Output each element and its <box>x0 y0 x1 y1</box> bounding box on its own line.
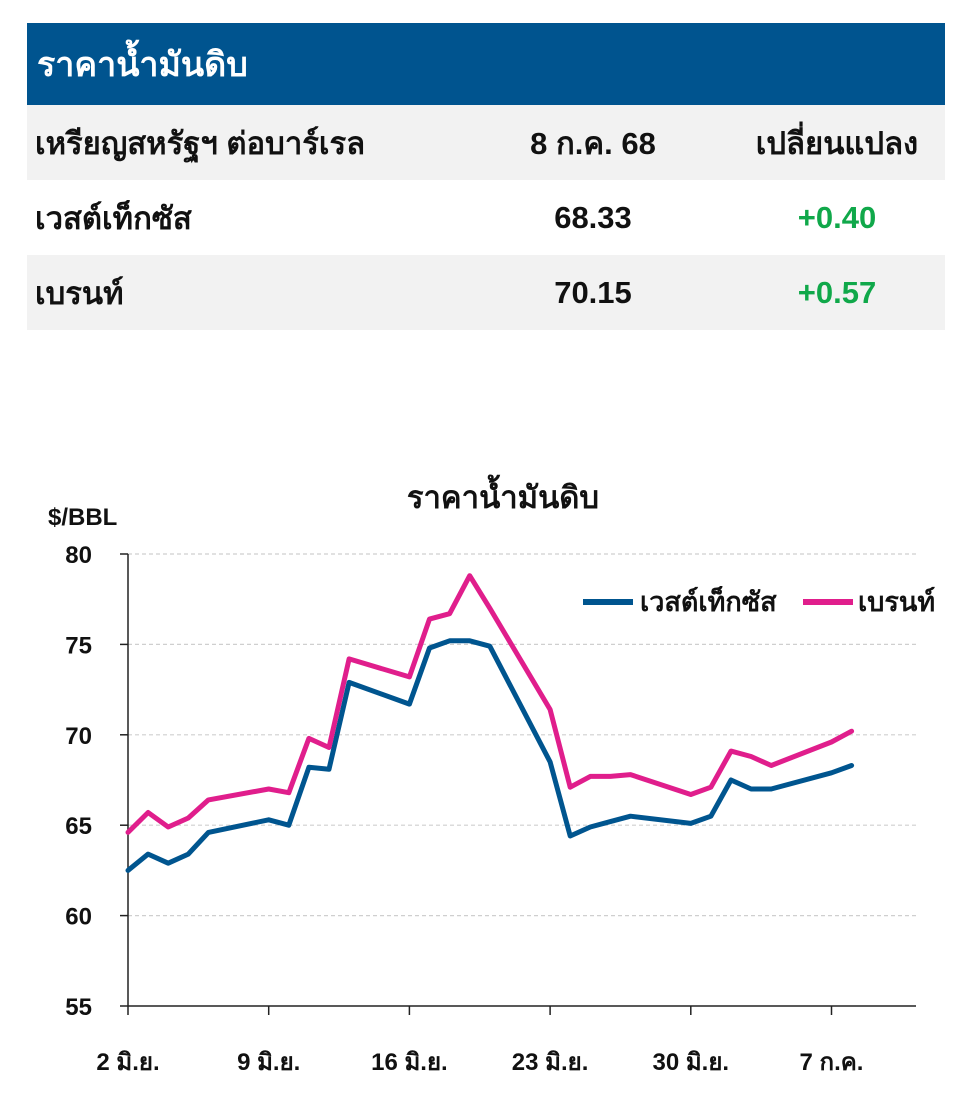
y-tick-label: 80 <box>65 542 92 569</box>
row-price: 68.33 <box>554 199 632 235</box>
x-tick-label: 9 มิ.ย. <box>237 1049 300 1076</box>
row-name: เบรนท์ <box>35 275 124 311</box>
x-tick-label: 16 มิ.ย. <box>371 1049 448 1076</box>
header-unit-label: เหรียญสหรัฐฯ ต่อบาร์เรล <box>35 125 366 161</box>
oil-price-chart: ราคาน้ำมันดิบ $/BBL 55 60 65 70 75 80 2 มิ.ย. 9… <box>0 470 978 1115</box>
x-tick-label: 23 มิ.ย. <box>512 1049 589 1076</box>
row-change: +0.57 <box>797 274 877 310</box>
x-tick-label: 2 มิ.ย. <box>96 1049 159 1076</box>
x-tick-label: 30 มิ.ย. <box>653 1049 730 1076</box>
series-line-brent <box>125 573 855 835</box>
header-date: 8 ก.ค. 68 <box>530 125 656 161</box>
y-tick-label: 65 <box>65 813 92 840</box>
y-axis-label: $/BBL <box>48 504 117 531</box>
row-name: เวสต์เท็กซัส <box>35 200 192 236</box>
table-row-brent: เบรนท์ 70.15 +0.57 <box>27 255 945 330</box>
chart-title: ราคาน้ำมันดิบ <box>407 474 599 515</box>
header-change: เปลี่ยนแปลง <box>755 125 919 161</box>
oil-price-table: ราคาน้ำมันดิบ เหรียญสหรัฐฯ ต่อบาร์เรล 8 … <box>27 23 945 330</box>
y-tick-label: 60 <box>65 904 92 931</box>
series-line-wti <box>125 638 855 873</box>
legend-label-wti: เวสต์เท็กซัส <box>640 584 777 617</box>
axis-layer: 55 60 65 70 75 80 2 มิ.ย. 9 มิ.ย. 16 มิ.ย. 23 มิ.… <box>65 542 916 1076</box>
legend: เวสต์เท็กซัส เบรนท์ <box>583 584 935 617</box>
grid-layer <box>128 553 916 917</box>
x-tick-label: 7 ก.ค. <box>800 1049 864 1076</box>
table-row-wti: เวสต์เท็กซัส 68.33 +0.40 <box>27 180 945 255</box>
series-layer <box>125 573 855 873</box>
row-change: +0.40 <box>797 199 877 235</box>
y-tick-label: 70 <box>65 723 92 750</box>
chart-svg: ราคาน้ำมันดิบ $/BBL 55 60 65 70 75 80 2 มิ.ย. 9… <box>48 474 935 1076</box>
y-tick-label: 55 <box>65 994 92 1021</box>
table-title: ราคาน้ำมันดิบ <box>27 23 945 105</box>
row-price: 70.15 <box>554 274 632 310</box>
y-tick-label: 75 <box>65 632 92 659</box>
table-header-row: เหรียญสหรัฐฯ ต่อบาร์เรล 8 ก.ค. 68 เปลี่ย… <box>27 105 945 180</box>
legend-label-brent: เบรนท์ <box>858 586 935 617</box>
